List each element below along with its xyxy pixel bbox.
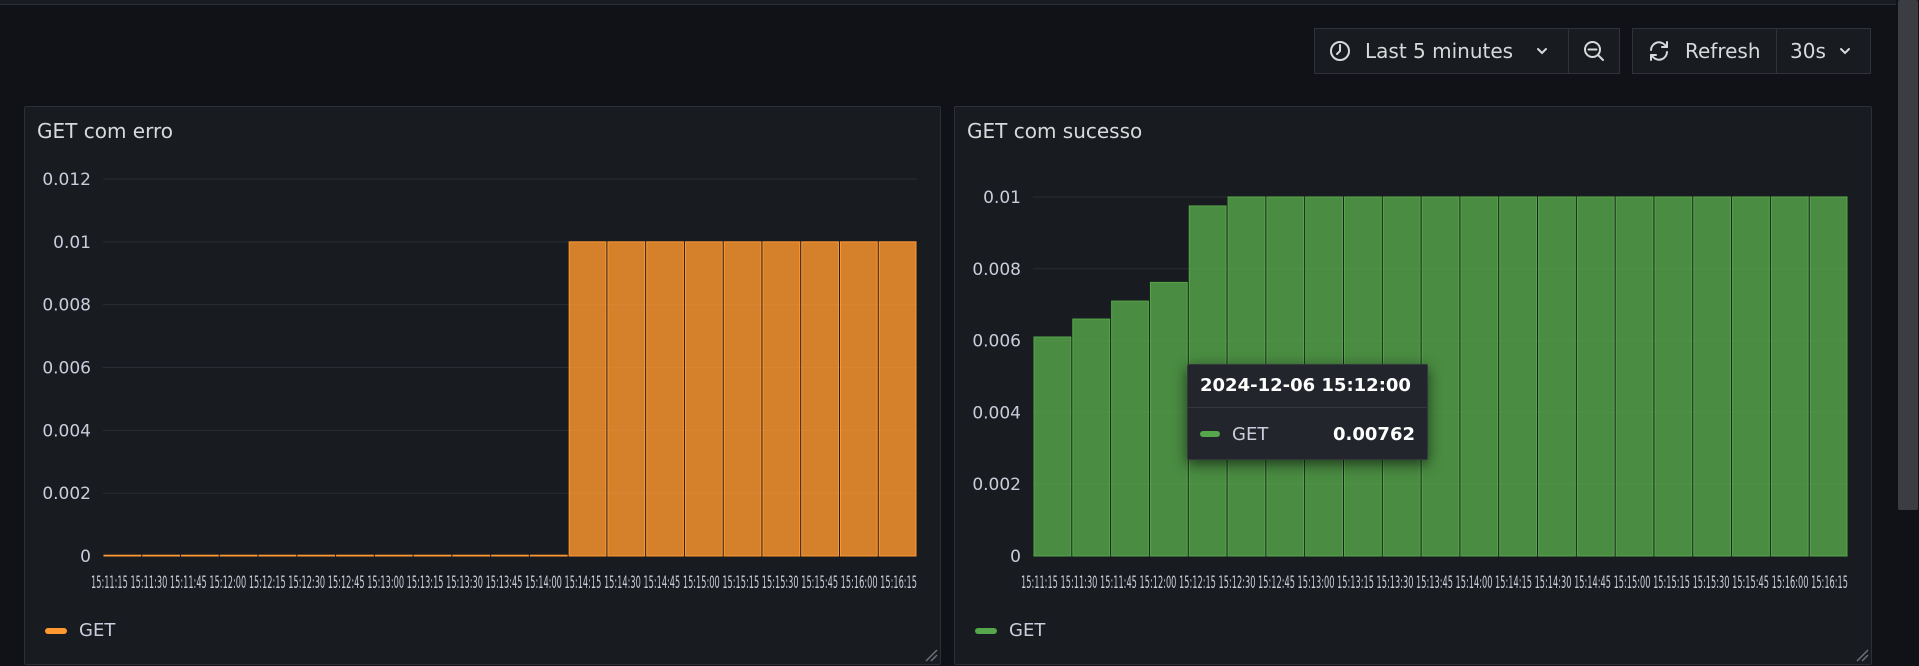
x-tick-labels: 15:11:15 15:11:30 15:11:45 15:12:00 15:1… — [1021, 573, 1848, 593]
legend-swatch — [45, 627, 67, 634]
y-tick-label: 0.008 — [42, 296, 91, 316]
bar — [1421, 196, 1460, 557]
tooltip-row: GET 0.00762 — [1188, 408, 1427, 460]
chevron-down-icon — [1535, 46, 1549, 56]
refresh-label: Refresh — [1685, 39, 1761, 63]
bar — [452, 554, 491, 557]
y-tick-label: 0.012 — [42, 170, 91, 190]
bar — [336, 554, 374, 557]
chart-legend: GET — [975, 620, 1045, 641]
bar — [1654, 196, 1693, 557]
bar — [1460, 196, 1499, 557]
bar — [839, 241, 878, 557]
zoom-out-icon — [1582, 39, 1606, 63]
y-tick-label: 0.002 — [42, 484, 91, 504]
chart-tooltip: 2024-12-06 15:12:00 GET 0.00762 — [1187, 364, 1428, 460]
bar — [413, 554, 452, 557]
bar — [1615, 196, 1654, 557]
tooltip-swatch — [1200, 431, 1220, 437]
tooltip-time: 2024-12-06 15:12:00 — [1188, 365, 1427, 408]
bar — [878, 241, 917, 557]
time-range-label: Last 5 minutes — [1365, 39, 1514, 63]
bar — [491, 554, 529, 557]
refresh-button[interactable]: Refresh — [1632, 28, 1777, 74]
y-tick-label: 0 — [80, 547, 91, 567]
bar — [103, 554, 142, 557]
panel-title[interactable]: GET com sucesso — [967, 119, 1143, 143]
bar — [142, 554, 181, 557]
top-divider — [0, 0, 1919, 5]
panel-title[interactable]: GET com erro — [37, 119, 173, 143]
resize-handle-icon[interactable] — [1855, 648, 1869, 662]
y-tick-label: 0.01 — [983, 188, 1021, 208]
tooltip-series-name: GET — [1232, 423, 1269, 445]
bar — [801, 241, 839, 557]
legend-item-get[interactable]: GET — [79, 620, 116, 641]
bar — [1033, 336, 1072, 557]
bar-chart-get-com-sucesso: 0 0.002 0.004 0.006 0.008 0.01 15:11:15 15:11:… — [972, 188, 1848, 593]
bar — [1809, 196, 1848, 557]
bar — [684, 241, 723, 557]
refresh-icon — [1647, 39, 1671, 63]
bar — [181, 554, 219, 557]
bar-chart-get-com-erro: 0 0.002 0.004 0.006 0.008 0.01 0.012 15:11:15 1… — [42, 170, 917, 593]
bar — [258, 554, 297, 557]
refresh-interval-label: 30s — [1790, 39, 1826, 63]
clock-icon — [1329, 40, 1351, 62]
y-tick-label: 0 — [1010, 547, 1021, 567]
bar — [646, 241, 684, 557]
zoom-out-button[interactable] — [1568, 28, 1620, 74]
bar — [1770, 196, 1809, 557]
bar — [1111, 300, 1149, 557]
chart-legend: GET — [45, 620, 115, 641]
legend-swatch — [975, 627, 997, 634]
y-tick-label: 0.01 — [53, 233, 91, 253]
resize-handle-icon[interactable] — [924, 648, 938, 662]
chevron-down-icon — [1838, 46, 1852, 56]
bar — [1693, 196, 1732, 557]
time-range-picker[interactable]: Last 5 minutes — [1314, 28, 1569, 74]
bar — [219, 554, 258, 557]
x-tick-labels: 15:11:15 15:11:30 15:11:45 15:12:00 15:1… — [91, 573, 917, 593]
y-tick-label: 0.008 — [972, 260, 1021, 280]
bar — [1732, 196, 1770, 557]
bar — [1149, 281, 1188, 557]
tooltip-value: 0.00762 — [1333, 423, 1415, 445]
y-tick-label: 0.002 — [972, 475, 1021, 495]
y-tick-label: 0.006 — [42, 359, 91, 379]
bar — [529, 554, 568, 557]
bar — [762, 241, 801, 557]
y-tick-label: 0.004 — [972, 403, 1021, 423]
bar — [607, 241, 646, 557]
bar — [568, 241, 607, 557]
y-tick-label: 0.004 — [42, 421, 91, 441]
bar — [374, 554, 413, 557]
bar — [1072, 318, 1111, 557]
refresh-interval-picker[interactable]: 30s — [1776, 28, 1871, 74]
y-tick-label: 0.006 — [972, 332, 1021, 352]
legend-item-get[interactable]: GET — [1009, 620, 1046, 641]
panel-get-com-erro: 0 0.002 0.004 0.006 0.008 0.01 0.012 15:11:15 1… — [24, 106, 941, 665]
bar — [297, 554, 336, 557]
bar — [1576, 196, 1615, 557]
bar — [1499, 196, 1538, 557]
scrollbar-thumb[interactable] — [1898, 0, 1918, 510]
bar — [1538, 196, 1576, 557]
bar — [723, 241, 762, 557]
